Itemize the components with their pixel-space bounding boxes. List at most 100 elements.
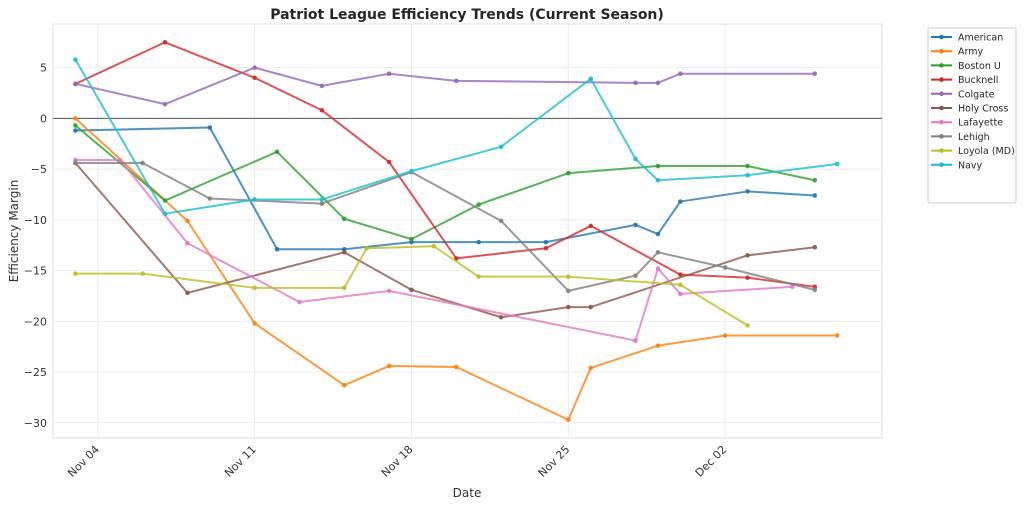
data-point <box>678 291 683 297</box>
data-point <box>678 199 683 204</box>
data-point <box>341 285 347 291</box>
legend-item-bucknell: Bucknell <box>931 75 998 86</box>
data-point <box>476 239 482 245</box>
data-point <box>73 116 78 121</box>
legend-label: Lehigh <box>958 132 990 143</box>
data-point <box>745 275 750 280</box>
data-point <box>73 57 78 62</box>
series-navy <box>73 57 840 217</box>
data-point <box>566 288 571 294</box>
legend-item-army: Army <box>931 47 983 58</box>
legend-label: Loyola (MD) <box>958 146 1015 157</box>
series-colgate <box>73 65 818 107</box>
legend-marker <box>939 63 944 68</box>
y-tick-label: −25 <box>24 366 47 379</box>
data-point <box>498 218 504 224</box>
data-point <box>185 240 190 246</box>
data-point <box>476 202 482 207</box>
data-point <box>834 333 840 338</box>
legend-item-lafayette: Lafayette <box>931 118 1003 129</box>
x-tick-label: Nov 04 <box>65 443 102 480</box>
data-point <box>274 149 280 155</box>
data-point <box>162 101 168 107</box>
data-point <box>319 83 325 89</box>
data-point <box>185 290 190 296</box>
series-holy-cross <box>73 160 818 320</box>
legend-label: Army <box>958 47 983 58</box>
series-line-boston-u <box>74 124 815 241</box>
data-point <box>588 365 594 371</box>
series-lafayette <box>73 157 795 343</box>
data-point <box>745 172 750 178</box>
data-point <box>812 244 818 250</box>
data-point <box>341 250 347 255</box>
data-point <box>812 287 818 293</box>
data-point <box>722 333 728 338</box>
data-point <box>73 160 78 166</box>
data-point <box>319 107 325 113</box>
legend-marker <box>939 105 944 111</box>
legend-item-navy: Navy <box>931 160 983 171</box>
legend-label: Lafayette <box>958 118 1003 129</box>
data-point <box>386 363 392 369</box>
series-line-colgate <box>75 66 815 106</box>
data-point <box>73 123 78 128</box>
y-tick-label: −15 <box>24 265 47 278</box>
y-tick-label: −20 <box>24 315 47 328</box>
data-point <box>319 201 325 206</box>
y-axis-label: Efficiency Margin <box>7 180 21 283</box>
data-point <box>364 245 369 251</box>
data-point <box>678 71 683 77</box>
data-point <box>386 159 392 165</box>
legend-item-boston-u: Boston U <box>931 61 1001 72</box>
data-point <box>745 163 750 169</box>
data-point <box>812 177 818 183</box>
data-point <box>476 274 482 279</box>
data-point <box>566 417 571 423</box>
data-point <box>386 71 392 77</box>
data-point <box>341 382 347 388</box>
legend-label: Navy <box>958 160 983 171</box>
x-tick-label: Dec 02 <box>693 443 730 480</box>
data-point <box>745 323 750 328</box>
series-loyola-md <box>73 243 750 328</box>
data-point <box>655 80 661 86</box>
data-point <box>162 198 168 203</box>
data-point <box>566 170 571 176</box>
legend-item-holy-cross: Holy Cross <box>931 104 1008 115</box>
legend-box <box>927 27 1017 204</box>
data-point <box>252 197 257 202</box>
data-point <box>162 39 168 45</box>
legend-marker <box>939 48 944 54</box>
data-point <box>319 197 325 202</box>
data-point <box>655 250 661 255</box>
data-point <box>790 284 795 290</box>
data-point <box>297 299 302 305</box>
data-point <box>566 304 571 310</box>
y-tick-label: −30 <box>24 417 47 430</box>
data-point <box>498 144 504 150</box>
data-point <box>73 271 78 276</box>
data-point <box>73 81 78 87</box>
y-tick-label: −10 <box>24 214 47 227</box>
data-point <box>453 364 459 370</box>
legend-item-american: American <box>931 33 1003 44</box>
series-army <box>73 116 840 423</box>
data-point <box>252 75 257 81</box>
x-axis-label: Date <box>453 486 482 500</box>
data-point <box>117 157 123 163</box>
y-tick-label: 0 <box>40 112 47 125</box>
data-point <box>453 78 459 84</box>
series-boston-u <box>73 123 818 242</box>
y-tick-label: 5 <box>40 62 47 75</box>
chart-title: Patriot League Efficiency Trends (Curren… <box>270 7 664 23</box>
data-point <box>252 65 257 70</box>
data-point <box>678 272 683 277</box>
data-point <box>207 125 213 130</box>
data-point <box>812 71 818 77</box>
legend-item-colgate: Colgate <box>931 89 995 100</box>
data-point <box>834 161 840 167</box>
legend-item-lehigh: Lehigh <box>931 132 990 143</box>
data-point <box>812 193 818 198</box>
x-tick-label: Nov 25 <box>536 443 573 480</box>
